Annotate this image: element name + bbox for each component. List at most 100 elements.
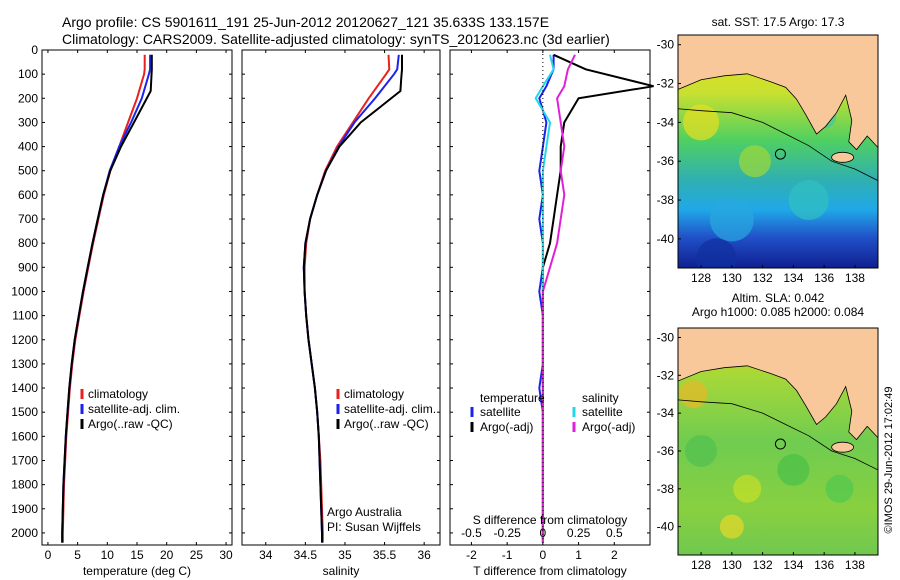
field-blob <box>777 453 810 486</box>
map-panel-1: 128 130 132 134 136 138 -30 -32 -34 -36 -38 -40 <box>657 34 879 285</box>
timestamp-note: ©IMOS 29-Jun-2012 17:02:49 <box>883 387 895 534</box>
x-axis-label: salinity <box>323 564 360 578</box>
profile-title: Argo profile: CS 5901611_191 25-Jun-2012… <box>62 14 550 30</box>
x-tick-label: -1 <box>502 548 513 562</box>
y-tick-label: 700 <box>18 212 38 226</box>
map-title: Argo h1000: 0.085 h2000: 0.084 <box>692 305 864 319</box>
legend-label: Argo(-adj) <box>480 420 533 434</box>
field-blob <box>825 474 854 503</box>
y-tick-label: 0 <box>31 43 38 57</box>
legend-label: Argo(..raw -QC) <box>88 417 173 431</box>
map-field <box>678 35 878 268</box>
secondary-axis-label: S difference from climatology <box>473 513 628 527</box>
x-tick-label: 132 <box>753 271 773 285</box>
x-tick-label: 134 <box>783 558 803 572</box>
x-tick-label: 132 <box>753 558 773 572</box>
secondary-tick-label: 0.25 <box>567 526 591 540</box>
legend-label: Argo(..raw -QC) <box>344 417 429 431</box>
y-tick-label: 1600 <box>11 429 38 443</box>
profile-panel-2: 34 34.5 35 35.5 36 salinity climatologysatelli… <box>241 49 441 578</box>
x-axis-label: temperature (deg C) <box>83 564 191 578</box>
y-tick-label: -30 <box>657 38 675 52</box>
series-line-salinity-argo-adj- <box>541 54 576 543</box>
field-blob <box>696 238 737 268</box>
legend-label: climatology <box>344 387 404 401</box>
kangaroo-island <box>831 441 855 453</box>
y-tick-label: -36 <box>657 154 675 168</box>
secondary-tick-label: -0.5 <box>461 526 482 540</box>
map-title: sat. SST: 17.5 Argo: 17.3 <box>712 15 845 29</box>
x-tick-label: 128 <box>691 271 711 285</box>
series-line-argo-raw-qc- <box>61 54 153 543</box>
y-tick-label: -38 <box>657 193 675 207</box>
x-tick-label: 134 <box>783 271 803 285</box>
isobath-line <box>678 108 878 181</box>
legend-label: satellite-adj. clim. <box>88 402 180 416</box>
y-tick-label: -30 <box>657 330 675 344</box>
legend-label: climatology <box>88 387 148 401</box>
y-tick-label: -38 <box>657 482 675 496</box>
x-tick-label: 138 <box>845 271 865 285</box>
y-tick-label: 200 <box>18 91 38 105</box>
y-tick-label: -32 <box>657 77 675 91</box>
x-tick-label: 130 <box>722 558 742 572</box>
field-blob <box>738 145 771 178</box>
x-tick-label: 30 <box>219 548 233 562</box>
x-tick-label: 5 <box>74 548 81 562</box>
isobath-line <box>678 399 878 471</box>
y-tick-label: 600 <box>18 188 38 202</box>
x-tick-label: 138 <box>845 558 865 572</box>
y-tick-label: -32 <box>657 368 675 382</box>
y-tick-label: -36 <box>657 444 675 458</box>
axes-frame <box>449 49 651 546</box>
legend-label: Argo(-adj) <box>582 420 635 434</box>
axes-frame <box>41 49 233 546</box>
climatology-title: Climatology: CARS2009. Satellite-adjuste… <box>62 31 610 47</box>
x-tick-label: 34.5 <box>294 548 318 562</box>
x-tick-label: 20 <box>160 548 174 562</box>
annotation-label: PI: Susan Wijffels <box>327 520 421 534</box>
secondary-tick-label: 0 <box>540 526 547 540</box>
y-tick-label: -40 <box>657 520 675 534</box>
field-blob <box>719 514 744 539</box>
y-tick-label: 100 <box>18 67 38 81</box>
y-tick-label: 1800 <box>11 478 38 492</box>
y-tick-label: 2000 <box>11 526 38 540</box>
x-axis-label: T difference from climatology <box>473 564 627 578</box>
profile-location-marker <box>774 438 786 450</box>
map-field <box>678 328 878 555</box>
legend-label: satellite <box>582 405 623 419</box>
y-tick-label: 400 <box>18 140 38 154</box>
kangaroo-island <box>831 151 855 163</box>
y-tick-label: 1000 <box>11 284 38 298</box>
map-panel-2: 128 130 132 134 136 138 -30 -32 -34 -36 -38 -40 <box>657 327 879 572</box>
y-tick-label: 1500 <box>11 405 38 419</box>
map-title: Altim. SLA: 0.042 <box>732 291 825 305</box>
profile-location-marker <box>774 148 786 160</box>
y-tick-label: -34 <box>657 406 675 420</box>
y-tick-label: 800 <box>18 236 38 250</box>
y-tick-label: 1100 <box>12 309 38 323</box>
legend-title: temperature <box>480 391 545 405</box>
secondary-tick-label: -0.25 <box>493 526 521 540</box>
x-tick-label: 10 <box>101 548 115 562</box>
y-tick-label: 300 <box>18 115 38 129</box>
x-tick-label: 34 <box>259 548 273 562</box>
secondary-tick-label: 0.5 <box>606 526 623 540</box>
x-tick-label: 36 <box>417 548 431 562</box>
field-blob <box>709 197 754 242</box>
y-tick-label: -34 <box>657 115 675 129</box>
x-tick-label: 136 <box>814 271 834 285</box>
x-tick-label: 0 <box>540 548 547 562</box>
x-tick-label: 1 <box>575 548 582 562</box>
series-line-argo-raw-qc- <box>302 54 403 543</box>
axes-frame <box>241 49 441 546</box>
field-blob <box>733 474 762 503</box>
field-blob <box>685 434 718 467</box>
x-tick-label: 130 <box>722 271 742 285</box>
x-tick-label: 15 <box>130 548 144 562</box>
legend-label: satellite-adj. clim. <box>344 402 436 416</box>
land-mass <box>678 328 878 441</box>
annotation-label: Argo Australia <box>327 505 402 519</box>
